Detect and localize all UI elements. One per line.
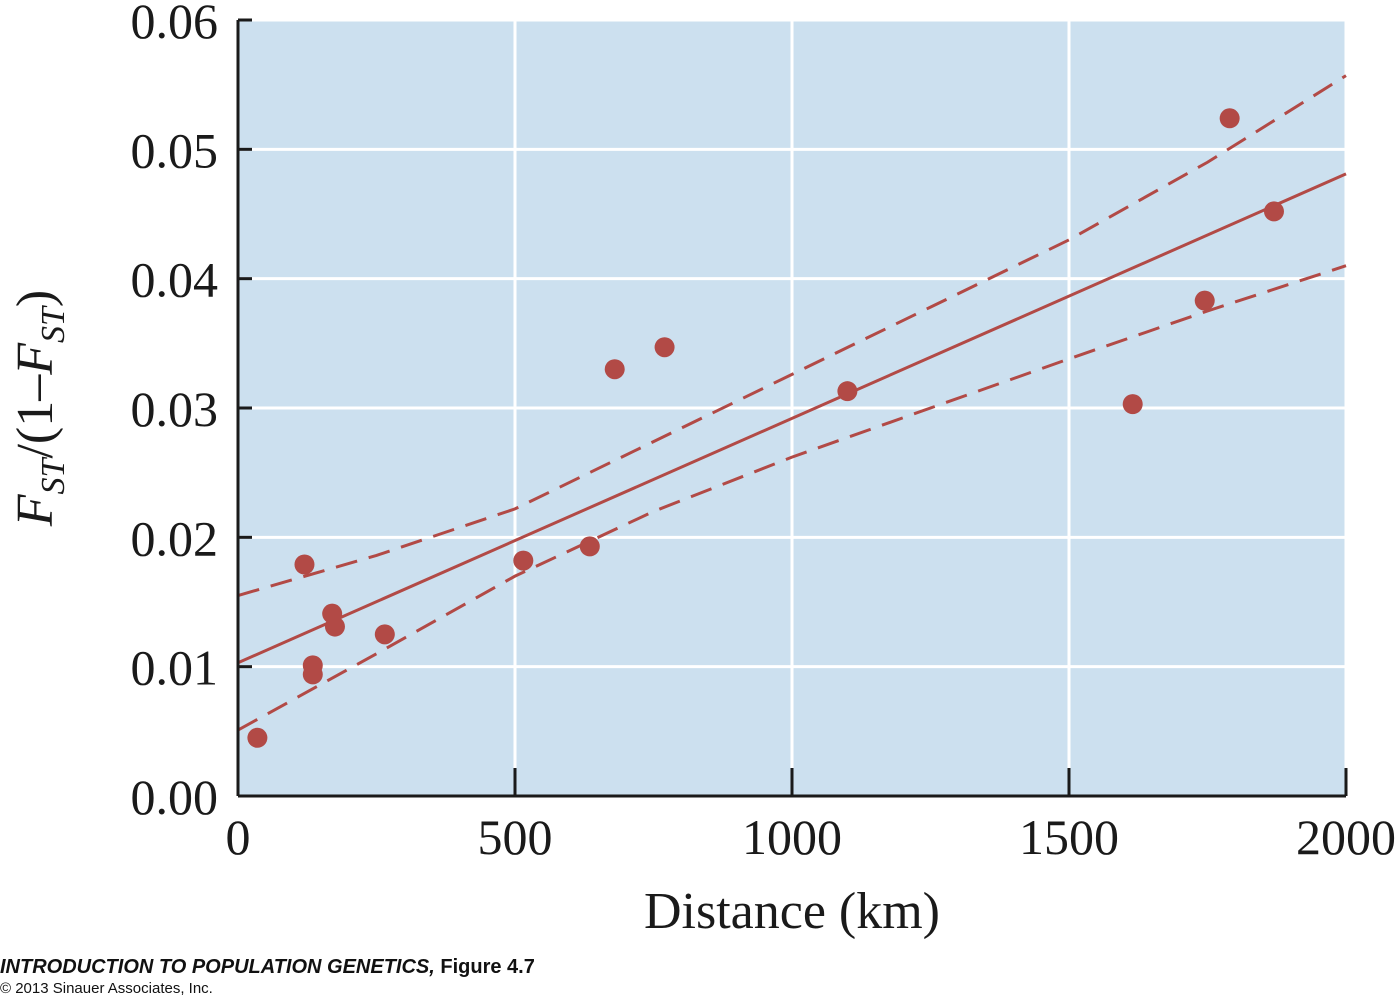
y-tick-label: 0.04 xyxy=(131,252,219,308)
data-point xyxy=(604,359,625,380)
data-point xyxy=(654,337,675,358)
y-axis-title: FST/(1–FST) xyxy=(7,290,72,527)
y-title-sub2: ST xyxy=(35,305,72,343)
caption-book-title: INTRODUCTION TO POPULATION GENETICS, xyxy=(0,956,435,978)
data-point xyxy=(374,624,395,645)
x-tick-label: 2000 xyxy=(1296,809,1396,865)
y-tick-label: 0.00 xyxy=(131,769,219,825)
y-title-f1: F xyxy=(7,493,64,527)
caption-figure-number: Figure 4.7 xyxy=(434,956,535,978)
data-point xyxy=(1263,201,1284,222)
data-point xyxy=(513,550,534,571)
y-title-end: ) xyxy=(7,290,64,307)
data-points xyxy=(247,108,1284,748)
x-tick-label: 0 xyxy=(226,809,251,865)
confidence-upper-line xyxy=(237,74,1347,597)
x-tick-label: 1500 xyxy=(1019,809,1119,865)
x-axis-title: Distance (km) xyxy=(644,883,940,940)
data-point xyxy=(302,664,323,685)
y-tick-label: 0.01 xyxy=(131,640,219,696)
x-tick-label: 500 xyxy=(478,809,553,865)
y-title-mid: /(1– xyxy=(7,374,64,459)
chart-canvas: 0 500 1000 1500 2000 0.00 0.01 0.02 0.03 0.04 0.05… xyxy=(7,0,1397,940)
tick-labels: 0 500 1000 1500 2000 0.00 0.01 0.02 0.03 0.04 0.05… xyxy=(131,0,1397,865)
confidence-bands xyxy=(237,74,1347,732)
y-tick-label: 0.05 xyxy=(131,122,219,178)
data-point xyxy=(294,554,315,575)
x-tick-label: 1000 xyxy=(742,809,842,865)
y-tick-label: 0.06 xyxy=(131,0,219,49)
data-point xyxy=(1219,108,1240,129)
copyright-notice: © 2013 Sinauer Associates, Inc. xyxy=(0,980,213,997)
axes xyxy=(236,18,1348,798)
y-title-sub1: ST xyxy=(35,456,72,494)
confidence-lower-line xyxy=(237,264,1347,732)
y-title-f2: F xyxy=(7,342,64,376)
y-tick-label: 0.03 xyxy=(131,381,219,437)
figure-caption: INTRODUCTION TO POPULATION GENETICS, Fig… xyxy=(0,956,535,979)
grid-lines xyxy=(238,18,1348,796)
data-point xyxy=(1194,290,1215,311)
data-point xyxy=(324,616,345,637)
regression-line xyxy=(237,172,1347,665)
data-point xyxy=(837,381,858,402)
data-point xyxy=(579,536,600,557)
data-point xyxy=(247,727,268,748)
y-tick-label: 0.02 xyxy=(131,510,219,566)
data-point xyxy=(1122,394,1143,415)
